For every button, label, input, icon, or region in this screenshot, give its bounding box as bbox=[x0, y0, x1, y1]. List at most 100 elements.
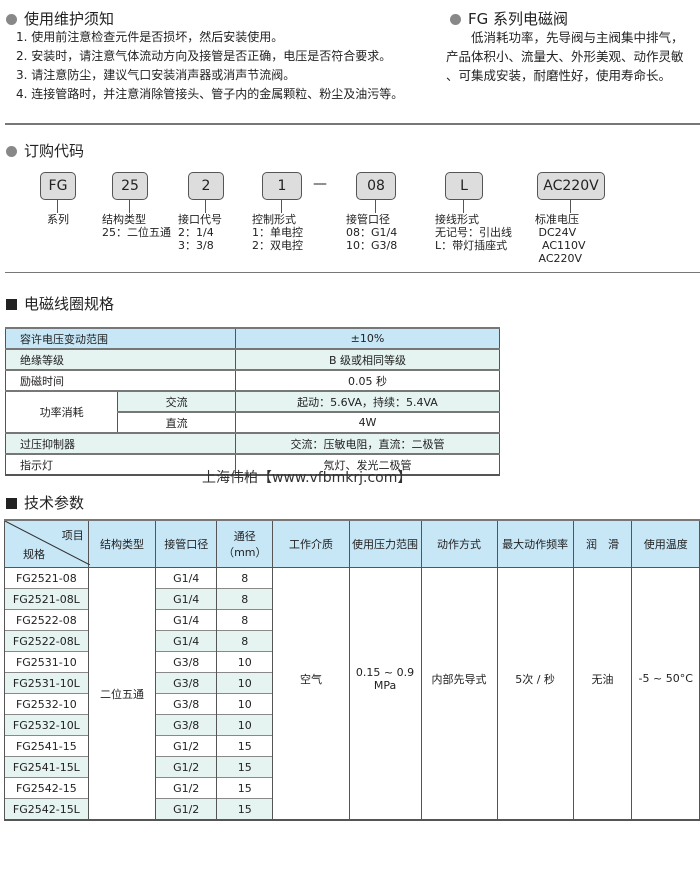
bore-cell: 15 bbox=[216, 777, 274, 799]
table-row: FG2541-15L G1/2 15 bbox=[4, 756, 700, 778]
square-bullet-icon bbox=[6, 299, 17, 310]
spec-row: 指示灯 氖灯、发光二极管 bbox=[5, 453, 500, 475]
table-row: FG2522-08L G1/4 8 bbox=[4, 630, 700, 652]
port-cell: G1/4 bbox=[155, 630, 218, 652]
description-line: 低消耗功率，先导阀与主阀集中排气， bbox=[446, 30, 684, 45]
port-cell: G1/2 bbox=[155, 777, 218, 799]
square-bullet-icon bbox=[6, 498, 17, 509]
order-heading: 订购代码 bbox=[6, 140, 84, 161]
corner-header-bottom: 规格 bbox=[23, 548, 45, 561]
table-row: FG2522-08 G1/4 8 bbox=[4, 609, 700, 631]
code-box: AC220V bbox=[537, 172, 605, 200]
code-dash: — bbox=[313, 176, 327, 192]
model-cell: FG2521-08L bbox=[4, 588, 89, 610]
code-label: 接口代号 2：1/4 3：3/8 bbox=[178, 213, 222, 252]
spec-cell: 交流 bbox=[117, 390, 236, 412]
port-cell: G1/4 bbox=[155, 588, 218, 610]
column-header: 接管口径 bbox=[155, 519, 218, 568]
port-cell: G3/8 bbox=[155, 672, 218, 694]
spec-cell: 励磁时间 bbox=[5, 369, 236, 391]
note-item: 2. 安装时，请注意气体流动方向及接管是否正确，电压是否符合要求。 bbox=[16, 49, 392, 63]
spec-row: 功率消耗 交流 起动：5.6VA，持续：5.4VA bbox=[4, 390, 500, 433]
description-line: 产品体积小、流量大、外形美观、动作灵敏 bbox=[446, 49, 684, 64]
table-row: FG2532-10L G3/8 10 bbox=[4, 714, 700, 736]
column-header: 最大动作频率 bbox=[496, 519, 574, 568]
series-description: 低消耗功率，先导阀与主阀集中排气， 产品体积小、流量大、外形美观、动作灵敏 、可集成… bbox=[446, 28, 684, 85]
type-cell: 二位五通 bbox=[87, 567, 157, 820]
spec-cell: 过压抑制器 bbox=[5, 432, 236, 454]
bore-cell: 10 bbox=[216, 672, 274, 694]
table-row: FG2531-10L G3/8 10 bbox=[4, 672, 700, 694]
code-box: 25 bbox=[112, 172, 148, 200]
diagonal-divider bbox=[5, 521, 90, 565]
connector-line bbox=[281, 199, 282, 213]
code-box: 08 bbox=[356, 172, 396, 200]
table-row: FG2531-10 G3/8 10 bbox=[4, 651, 700, 673]
code-box: 2 bbox=[188, 172, 224, 200]
model-cell: FG2542-15 bbox=[4, 777, 89, 799]
bore-cell: 10 bbox=[216, 693, 274, 715]
bore-cell: 8 bbox=[216, 567, 274, 589]
bore-cell: 15 bbox=[216, 798, 274, 820]
divider bbox=[5, 123, 700, 125]
medium-cell: 空气 bbox=[272, 567, 350, 820]
column-header: 工作介质 bbox=[272, 519, 350, 568]
table-row: FG2521-08 二位五通 G1/4 8 空气 0.15 ~ 0.9 MPa 内部先导式 5… bbox=[4, 567, 700, 820]
spec-row: 过压抑制器 交流：压敏电阻，直流：二极管 bbox=[5, 432, 500, 454]
bullet-icon bbox=[6, 146, 17, 157]
code-box: 1 bbox=[262, 172, 302, 200]
spec-cell: 容许电压变动范围 bbox=[5, 327, 236, 349]
connector-line bbox=[57, 199, 58, 213]
column-header: 通径（mm） bbox=[216, 519, 274, 568]
spec-cell: ±10% bbox=[235, 327, 500, 349]
model-cell: FG2522-08L bbox=[4, 630, 89, 652]
spec-row: 绝缘等级 B 级或相同等级 bbox=[5, 348, 500, 370]
connector-line bbox=[463, 199, 464, 213]
corner-header-top: 项目 bbox=[61, 529, 84, 542]
connector-line bbox=[129, 199, 130, 213]
spec-row: 容许电压变动范围 ±10% bbox=[5, 327, 500, 349]
model-cell: FG2532-10L bbox=[4, 714, 89, 736]
bullet-icon bbox=[450, 14, 461, 25]
coil-heading: 电磁线圈规格 bbox=[6, 293, 114, 314]
column-header: 使用压力范围 bbox=[348, 519, 422, 568]
bore-cell: 10 bbox=[216, 651, 274, 673]
lube-cell: 无油 bbox=[572, 567, 633, 820]
model-cell: FG2531-10 bbox=[4, 651, 89, 673]
note-item: 4. 连接管路时，并注意消除管接头、管子内的金属颗粒、粉尘及油污等。 bbox=[16, 87, 404, 101]
note-item: 3. 请注意防尘，建议气口安装消声器或消声节流阀。 bbox=[16, 68, 296, 82]
bore-cell: 15 bbox=[216, 756, 274, 778]
port-cell: G1/2 bbox=[155, 756, 218, 778]
code-label: 结构类型 25：二位五通 bbox=[102, 213, 171, 239]
port-cell: G1/4 bbox=[155, 567, 218, 589]
port-cell: G3/8 bbox=[155, 714, 218, 736]
spec-cell: 指示灯 bbox=[5, 453, 236, 475]
port-cell: G1/2 bbox=[155, 735, 218, 757]
tech-params-table: 项目 规格 结构类型 接管口径 通径（mm） 工作介质 使用压力范围 动作方式 最大动作频率润… bbox=[4, 519, 700, 821]
pressure-cell: 0.15 ~ 0.9 MPa bbox=[348, 567, 422, 820]
spec-cell: 氖灯、发光二极管 bbox=[235, 453, 500, 475]
code-label: 标准电压 DC24V AC110V AC220V bbox=[535, 213, 586, 265]
spec-cell: 直流 bbox=[117, 411, 236, 433]
model-cell: FG2531-10L bbox=[4, 672, 89, 694]
code-label: 系列 bbox=[47, 213, 69, 226]
column-header: 润 滑 bbox=[572, 519, 633, 568]
column-header: 结构类型 bbox=[87, 519, 157, 568]
table-row: FG2541-15 G1/2 15 bbox=[4, 735, 700, 757]
table-row: FG2521-08L G1/4 8 bbox=[4, 588, 700, 610]
spec-cell: 功率消耗 bbox=[4, 390, 119, 433]
divider bbox=[5, 272, 700, 273]
freq-cell: 5次 / 秒 bbox=[496, 567, 574, 820]
table-row: FG2542-15 G1/2 15 bbox=[4, 777, 700, 799]
table-row: FG2542-15L G1/2 15 bbox=[4, 798, 700, 820]
connector-line bbox=[205, 199, 206, 213]
model-cell: FG2541-15L bbox=[4, 756, 89, 778]
spec-cell: B 级或相同等级 bbox=[235, 348, 500, 370]
spec-cell: 0.05 秒 bbox=[235, 369, 500, 391]
bore-cell: 8 bbox=[216, 588, 274, 610]
notes-heading: 使用维护须知 bbox=[6, 8, 114, 29]
spec-cell: 交流：压敏电阻，直流：二极管 bbox=[235, 432, 500, 454]
model-cell: FG2541-15 bbox=[4, 735, 89, 757]
coil-spec-table: 容许电压变动范围 ±10% 绝缘等级 B 级或相同等级 励磁时间 0.05 秒功率消耗 交流… bbox=[4, 327, 500, 476]
series-heading: FG 系列电磁阀 bbox=[450, 8, 568, 29]
